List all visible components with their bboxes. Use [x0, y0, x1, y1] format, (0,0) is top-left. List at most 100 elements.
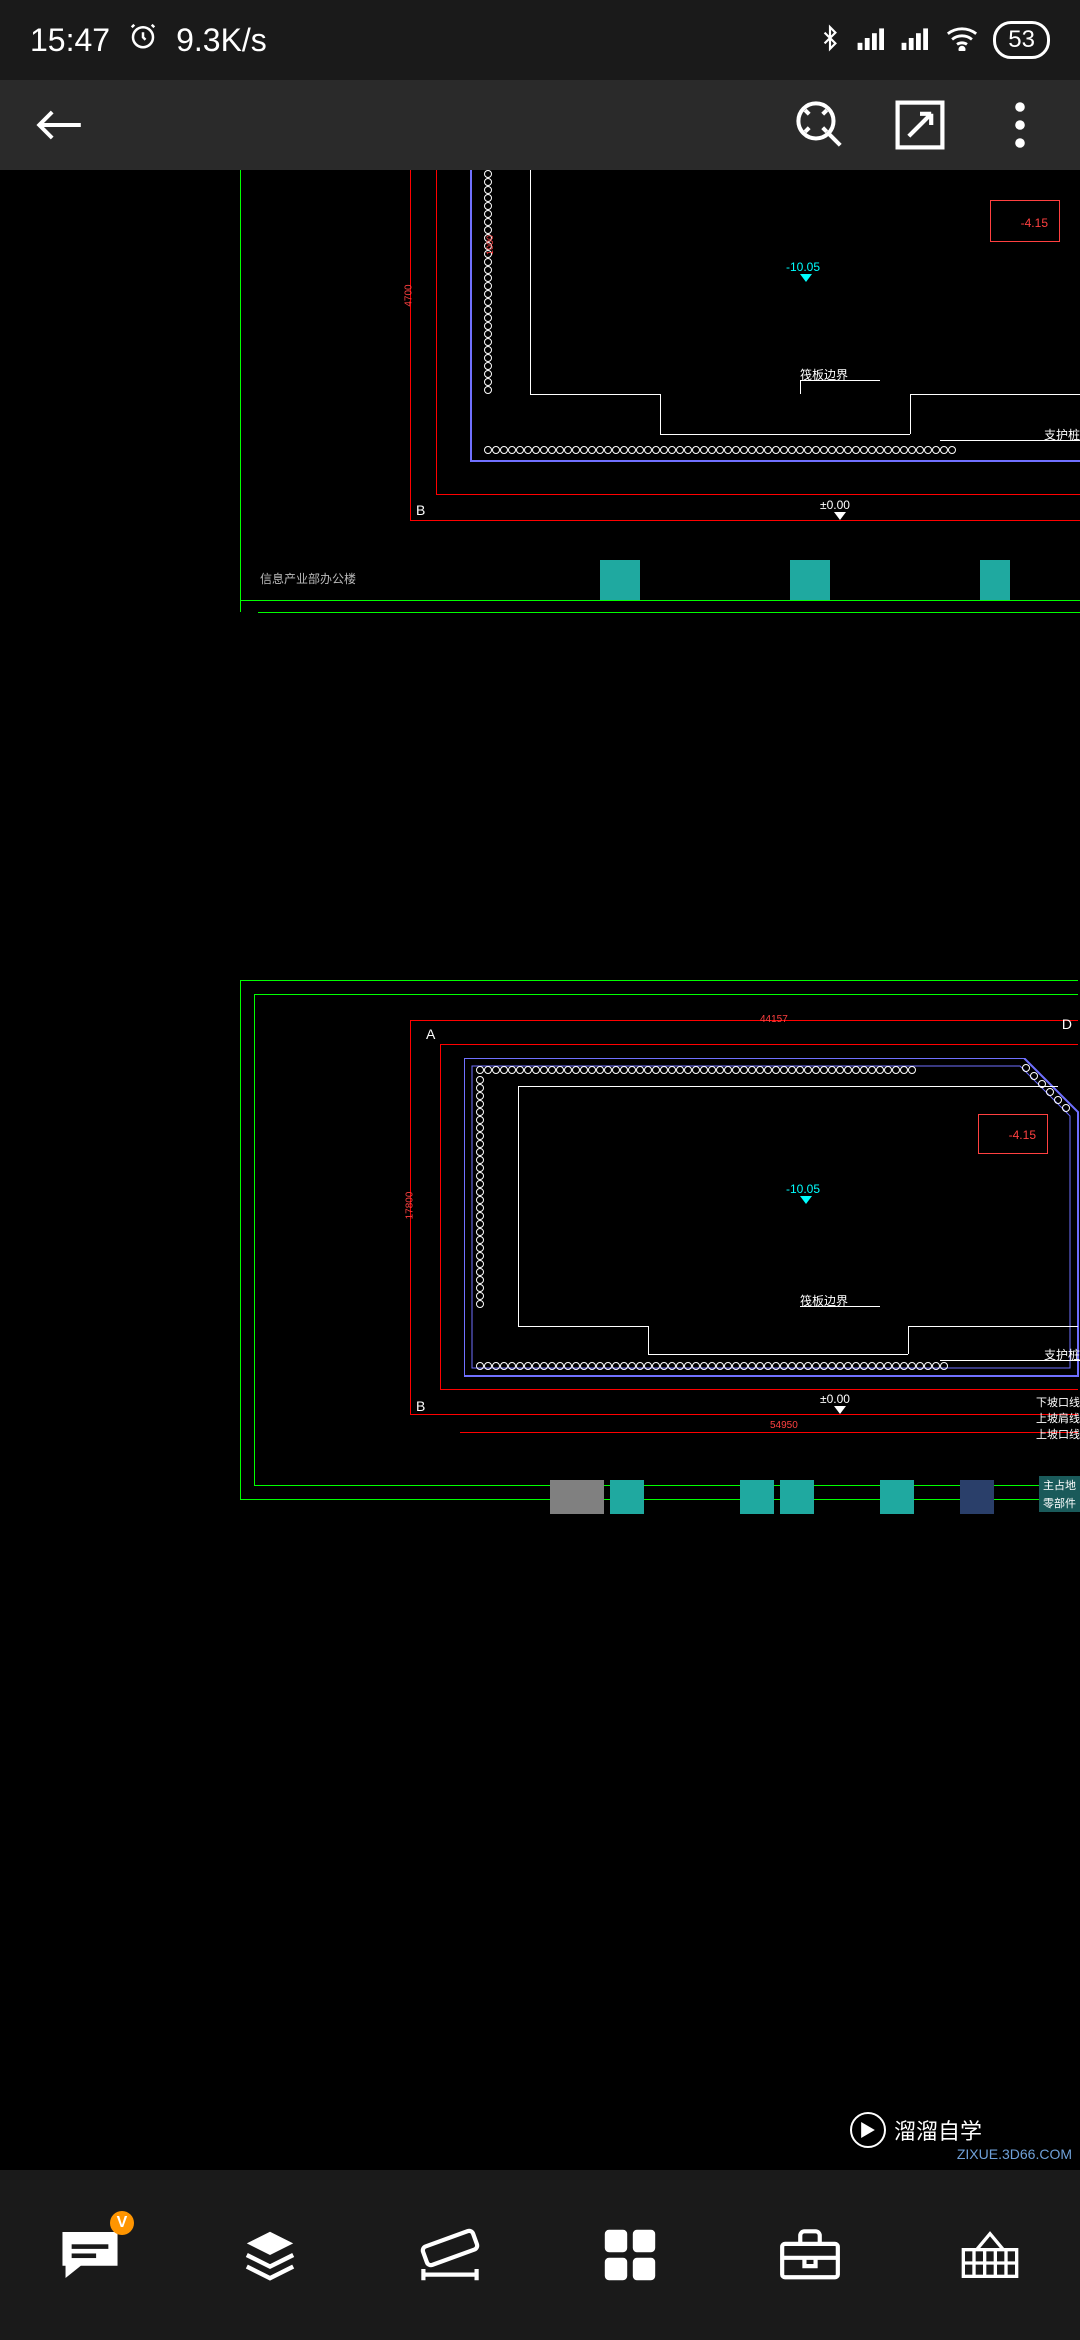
play-icon: [850, 2112, 886, 2148]
legend-text: 上坡肩线: [1036, 1410, 1080, 1426]
grid-button[interactable]: [590, 2215, 670, 2295]
axis-label-b: B: [416, 502, 425, 518]
axis-label-a: A: [426, 1026, 435, 1042]
piles-chamfer: [1020, 1062, 1080, 1122]
building-outline: [648, 1326, 649, 1354]
layers-button[interactable]: [230, 2215, 310, 2295]
watermark-url: ZIXUE.3D66.COM: [957, 2146, 1072, 2162]
badge: V: [110, 2211, 134, 2235]
dim-text: 4700: [404, 284, 415, 306]
ground-level-label: ±0.00: [820, 1392, 850, 1406]
status-right: 53: [817, 21, 1050, 59]
bluetooth-icon: [817, 23, 843, 58]
wifi-icon: [945, 25, 979, 56]
legend-text: 零部件: [1039, 1494, 1080, 1512]
dim-text-top: 44157: [760, 1014, 788, 1025]
building-outline: [908, 1326, 909, 1354]
building-outline: [908, 1326, 1078, 1327]
piles-bottom: [476, 1362, 1072, 1372]
leader-line: [940, 440, 1080, 441]
app-toolbar: [0, 80, 1080, 170]
color-swatch: [960, 1480, 994, 1514]
leader-line: [800, 380, 880, 381]
detail-elev-label: -4.15: [1021, 216, 1048, 230]
wall-outline: [464, 1058, 1080, 1378]
status-time: 15:47: [30, 22, 110, 59]
comment-button[interactable]: V: [50, 2215, 130, 2295]
ground-triangle-icon: [834, 1406, 846, 1414]
building-outline: [660, 394, 661, 434]
building-outline: [518, 1326, 648, 1327]
color-swatch: [790, 560, 830, 600]
status-left: 15:47 9.3K/s: [30, 21, 267, 59]
legend-text: 主占地: [1039, 1476, 1080, 1494]
color-swatch: [880, 1480, 914, 1514]
ground-level-label: ±0.00: [820, 498, 850, 512]
building-outline: [530, 394, 660, 395]
wall-line: [470, 170, 472, 460]
signal-icon-2: [901, 26, 931, 55]
ground-triangle-icon: [834, 512, 846, 520]
color-swatch: [780, 1480, 814, 1514]
piles-top: [476, 1066, 1032, 1076]
building-outline: [518, 1086, 519, 1326]
elevation-triangle-icon: [800, 274, 812, 282]
boundary-line: [258, 612, 1080, 613]
boundary-line: [240, 600, 1080, 601]
toolbox-button[interactable]: [770, 2215, 850, 2295]
leader-line: [940, 1360, 1080, 1361]
piles-horizontal: [484, 446, 1080, 456]
dim-line: [460, 1432, 1078, 1433]
color-swatch: [980, 560, 1010, 600]
watermark: 溜溜自学 ZIXUE.3D66.COM: [850, 2100, 1080, 2160]
dim-text: 1000: [485, 235, 495, 255]
fullscreen-button[interactable]: [890, 95, 950, 155]
signal-icon: [857, 26, 887, 55]
drawing-view-2: A D B 44157 17800 54950: [240, 980, 1080, 1550]
dim-line: [410, 170, 411, 520]
detail-elev-label: -4.15: [1009, 1128, 1036, 1142]
status-netspeed: 9.3K/s: [176, 22, 267, 59]
color-swatch: [600, 560, 640, 600]
building-outline: [518, 1086, 1058, 1087]
dim-line: [410, 520, 1080, 521]
legend-text: 上坡口线: [1036, 1426, 1080, 1442]
building-outline: [648, 1354, 908, 1355]
elevation-label: -10.05: [786, 260, 820, 274]
color-swatch: [610, 1480, 644, 1514]
piles-vertical: [484, 170, 494, 450]
building-outline: [910, 394, 1080, 395]
back-button[interactable]: [30, 95, 90, 155]
wall-line: [470, 460, 1080, 462]
measure-button[interactable]: [410, 2215, 490, 2295]
axis-label-b: B: [416, 1398, 425, 1414]
elevation-triangle-icon: [800, 1196, 812, 1204]
dim-text-side: 17800: [404, 1192, 415, 1220]
boundary-line: [240, 170, 241, 612]
more-menu-button[interactable]: [990, 95, 1050, 155]
cad-canvas[interactable]: B -10.05 筏板边界 支护桩 ±0.00 -4.15 4700 100: [0, 170, 1080, 2170]
axis-label-d: D: [1062, 1016, 1072, 1032]
leader-line: [800, 380, 801, 394]
watermark-text: 溜溜自学: [894, 2114, 982, 2146]
building-outline: [660, 434, 910, 435]
color-swatch: [550, 1480, 604, 1514]
dim-text-bottom: 54950: [770, 1420, 798, 1431]
dim-line: [436, 494, 1080, 495]
battery-icon: 53: [993, 21, 1050, 59]
bottom-toolbar: 溜溜自学 ZIXUE.3D66.COM V: [0, 2170, 1080, 2340]
elevation-label: -10.05: [786, 1182, 820, 1196]
toolbar-actions: [790, 95, 1050, 155]
building-outline: [530, 170, 531, 394]
zoom-extents-button[interactable]: [790, 95, 850, 155]
legend-text: 下坡口线: [1036, 1394, 1080, 1410]
leader-line: [800, 1306, 880, 1307]
drawing-note: 信息产业部办公楼: [260, 570, 356, 587]
drawing-view-1: B -10.05 筏板边界 支护桩 ±0.00 -4.15 4700 100: [240, 170, 1080, 800]
piles-left: [476, 1076, 486, 1366]
dim-line: [436, 170, 437, 494]
elevation-button[interactable]: [950, 2215, 1030, 2295]
color-swatch: [740, 1480, 774, 1514]
building-outline: [910, 394, 911, 434]
alarm-icon: [128, 21, 158, 59]
